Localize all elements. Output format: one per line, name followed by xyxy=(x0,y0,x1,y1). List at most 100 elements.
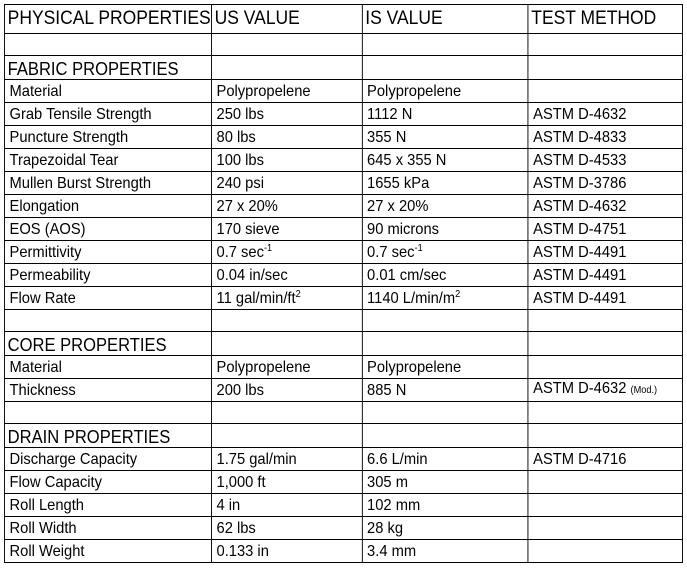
is-value: 90 microns xyxy=(361,217,529,241)
us-value-text: 250 lbs xyxy=(216,106,264,123)
is-value: 355 N xyxy=(361,125,529,149)
is-value-text: 6.6 L/min xyxy=(367,451,428,468)
empty-cell xyxy=(210,33,363,56)
table-row: Thickness 200 lbs 885 N ASTM D-4632 (Mod.) xyxy=(4,378,683,402)
empty-cell xyxy=(4,401,212,424)
us-value: 27 x 20% xyxy=(210,194,363,218)
us-value: 1.75 gal/min xyxy=(210,447,363,471)
test-method: ASTM D-4491 xyxy=(527,240,683,264)
is-value: 28 kg xyxy=(361,516,529,540)
empty-cell xyxy=(527,309,683,332)
property-name: Flow Rate xyxy=(4,286,212,310)
is-value-superscript: 2 xyxy=(455,289,461,300)
test-method: ASTM D-4533 xyxy=(527,148,683,172)
empty-cell xyxy=(4,33,212,56)
us-value-text: 200 lbs xyxy=(216,382,264,399)
test-method: ASTM D-4751 xyxy=(527,217,683,241)
us-value: 80 lbs xyxy=(210,125,363,149)
us-value-text: 0.7 sec xyxy=(216,244,264,261)
is-value: 1112 N xyxy=(361,102,529,126)
is-value: 1655 kPa xyxy=(361,171,529,195)
table-row: Material Polypropelene Polypropelene xyxy=(4,355,683,379)
us-value: 0.133 in xyxy=(210,539,363,563)
us-value-text: 100 lbs xyxy=(216,152,264,169)
us-value-superscript: 2 xyxy=(295,289,301,300)
property-name: Roll Width xyxy=(4,516,212,540)
empty-cell xyxy=(361,309,529,332)
property-name: Elongation xyxy=(4,194,212,218)
table-row: Elongation 27 x 20% 27 x 20% ASTM D-4632 xyxy=(4,194,683,218)
is-value-text: 27 x 20% xyxy=(367,198,429,215)
test-method-text: ASTM D-4632 xyxy=(533,198,627,215)
us-value-text: Polypropelene xyxy=(216,83,311,100)
is-value: 1140 L/min/m2 xyxy=(361,286,529,310)
test-method-text: ASTM D-4491 xyxy=(533,267,627,284)
empty-cell xyxy=(361,331,529,356)
test-method-text: ASTM D-4716 xyxy=(533,451,627,468)
table-body: PHYSICAL PROPERTIES US VALUE IS VALUE TE… xyxy=(4,4,683,563)
is-value: 305 m xyxy=(361,470,529,494)
table-row: Permeability 0.04 in/sec 0.01 cm/sec ASTM D… xyxy=(4,263,683,287)
table-row: Material Polypropelene Polypropelene xyxy=(4,79,683,103)
us-value-text: 240 psi xyxy=(216,175,264,192)
us-value: 1,000 ft xyxy=(210,470,363,494)
us-value-text: 80 lbs xyxy=(216,129,256,146)
test-method xyxy=(527,355,683,379)
header-us-value: US VALUE xyxy=(210,4,363,34)
is-value-text: 3.4 mm xyxy=(367,543,417,560)
is-value: 3.4 mm xyxy=(361,539,529,563)
test-method: ASTM D-4632 xyxy=(527,194,683,218)
us-value: 0.04 in/sec xyxy=(210,263,363,287)
spacer-row xyxy=(4,401,683,424)
header-test-method: TEST METHOD xyxy=(527,4,683,34)
is-value: 27 x 20% xyxy=(361,194,529,218)
property-name: Material xyxy=(4,355,212,379)
empty-cell xyxy=(527,423,683,448)
is-value-text: 0.7 sec xyxy=(367,244,415,261)
us-value-text: 62 lbs xyxy=(216,520,256,537)
table-row: EOS (AOS) 170 sieve 90 microns ASTM D-4751 xyxy=(4,217,683,241)
empty-cell xyxy=(210,309,363,332)
table-row: Roll Width 62 lbs 28 kg xyxy=(4,516,683,540)
test-method: ASTM D-4632 (Mod.) xyxy=(527,378,683,402)
test-method-text: ASTM D-4632 xyxy=(533,106,627,123)
empty-cell xyxy=(361,401,529,424)
test-method xyxy=(527,539,683,563)
test-method-text: ASTM D-4833 xyxy=(533,129,627,146)
test-method-text: ASTM D-4491 xyxy=(533,290,627,307)
section-title-row: FABRIC PROPERTIES xyxy=(4,55,683,80)
empty-cell xyxy=(210,55,363,80)
is-value-text: 102 mm xyxy=(367,497,421,514)
us-value: 4 in xyxy=(210,493,363,517)
us-value: 200 lbs xyxy=(210,378,363,402)
is-value-text: 1140 L/min/m xyxy=(367,290,456,307)
test-method xyxy=(527,470,683,494)
is-value-text: 90 microns xyxy=(367,221,440,238)
us-value: 250 lbs xyxy=(210,102,363,126)
physical-properties-table: PHYSICAL PROPERTIES US VALUE IS VALUE TE… xyxy=(4,4,683,563)
table-row: Roll Weight 0.133 in 3.4 mm xyxy=(4,539,683,563)
section-title-row: DRAIN PROPERTIES xyxy=(4,423,683,448)
empty-cell xyxy=(361,423,529,448)
table-row: Flow Capacity 1,000 ft 305 m xyxy=(4,470,683,494)
is-value-text: 28 kg xyxy=(367,520,404,537)
us-value-text: 0.04 in/sec xyxy=(216,267,288,284)
us-value: 0.7 sec-1 xyxy=(210,240,363,264)
us-value: 11 gal/min/ft2 xyxy=(210,286,363,310)
property-name: Permittivity xyxy=(4,240,212,264)
section-title: FABRIC PROPERTIES xyxy=(4,55,212,80)
test-method-text: ASTM D-4533 xyxy=(533,152,627,169)
test-method: ASTM D-4833 xyxy=(527,125,683,149)
property-name: Discharge Capacity xyxy=(4,447,212,471)
property-name: Mullen Burst Strength xyxy=(4,171,212,195)
test-method-text: ASTM D-4632 xyxy=(533,380,627,397)
is-value: 0.7 sec-1 xyxy=(361,240,529,264)
test-method: ASTM D-3786 xyxy=(527,171,683,195)
test-method-text: ASTM D-4491 xyxy=(533,244,627,261)
test-method: ASTM D-4716 xyxy=(527,447,683,471)
is-value-superscript: -1 xyxy=(414,243,423,254)
us-value-text: 0.133 in xyxy=(216,543,269,560)
is-value-text: Polypropelene xyxy=(367,359,462,376)
us-value-text: 4 in xyxy=(216,497,241,514)
test-method-text: ASTM D-3786 xyxy=(533,175,627,192)
